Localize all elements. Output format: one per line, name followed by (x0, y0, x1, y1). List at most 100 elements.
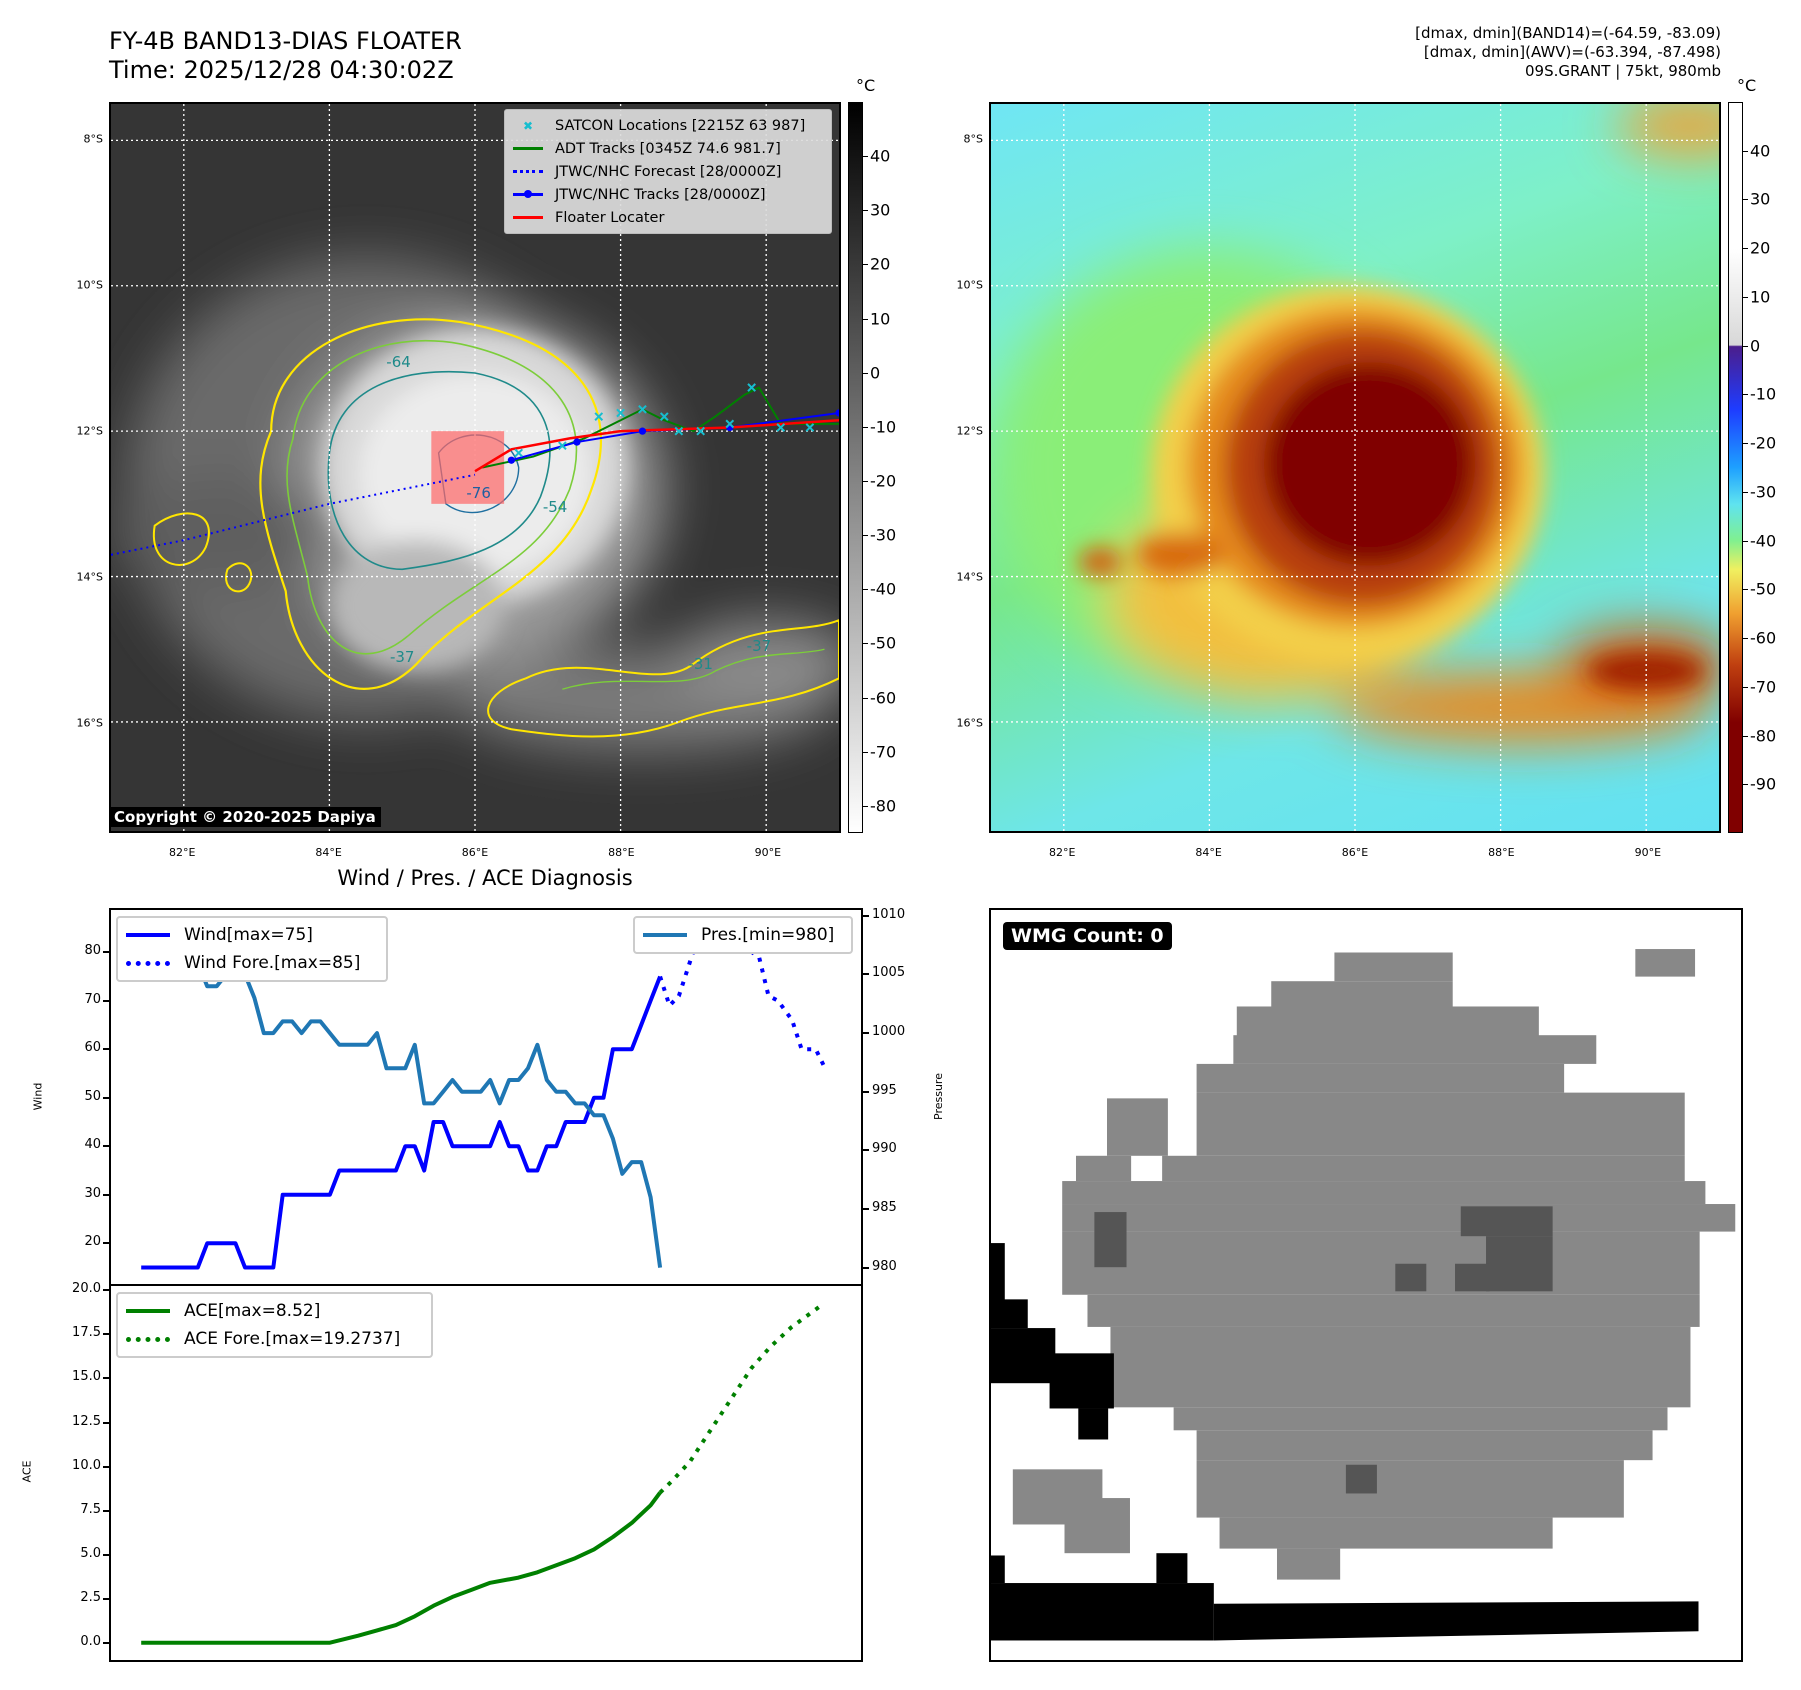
legend-label: SATCON Locations [2215Z 63 987] (555, 117, 806, 134)
ace-legend: ACE[max=8.52] ACE Fore.[max=19.2737] (116, 1292, 433, 1358)
satcon-marker (697, 428, 704, 435)
y2-tick-label: 1005 (872, 965, 906, 981)
colorbar-tick (1743, 296, 1748, 298)
lon-tick-label: 88°E (608, 846, 635, 859)
colorbar-tick (863, 372, 868, 374)
legend-swatch (511, 190, 545, 198)
y2-tick-label: 990 (872, 1141, 897, 1157)
legend-swatch (511, 216, 545, 219)
jtwc-track-marker (835, 409, 839, 417)
awv-color-map[interactable] (989, 102, 1721, 833)
y-tick-label: 80 (84, 943, 101, 959)
colorbar-tick (863, 535, 868, 537)
colorbar-tick (1743, 686, 1748, 688)
stats-awv: [dmax, dmin](AWV)=(-63.394, -87.498) (1423, 43, 1721, 61)
y-tick-label: 17.5 (72, 1325, 101, 1341)
legend-swatch-ace (126, 1309, 170, 1313)
colorbar-tick (863, 318, 868, 320)
lat-tick-label: 16°S (76, 716, 103, 730)
wmg-grid (991, 949, 1736, 1641)
satcon-marker (617, 409, 624, 416)
legend-item: Floater Locater (511, 206, 825, 229)
satcon-marker (661, 413, 668, 420)
ace-fore-series (658, 1301, 826, 1495)
storm-info: 09S.GRANT | 75kt, 980mb (1524, 62, 1721, 80)
colorbar-tick (863, 481, 868, 483)
y-tick-label: 15.0 (72, 1369, 101, 1385)
legend-swatch-wind-forecast (126, 960, 170, 966)
y-tick-label: 30 (84, 1185, 101, 1201)
lon-tick-label: 90°E (754, 846, 782, 859)
floater-track (475, 420, 839, 471)
legend-label: ADT Tracks [0345Z 74.6 981.7] (555, 140, 781, 157)
awv-colorbar (1728, 102, 1743, 833)
colorbar-tick-label: -50 (870, 633, 897, 653)
colorbar-tick-label: -70 (1750, 677, 1777, 697)
colorbar-tick-label: -40 (870, 579, 897, 599)
axis-tick (103, 1242, 109, 1245)
title-product: FY-4B BAND13-DIAS FLOATER (109, 27, 462, 55)
legend-swatch-wind (126, 933, 170, 937)
contour-label: -37 (389, 647, 415, 666)
axis-tick (863, 1266, 869, 1269)
wmg-panel (989, 908, 1743, 1662)
axis-tick (103, 1193, 109, 1196)
title-time: Time: 2025/12/28 04:30:02Z (109, 56, 454, 84)
colorbar-tick (1743, 638, 1748, 640)
figure-title: FY-4B BAND13-DIAS FLOATER Time: 2025/12/… (109, 27, 462, 85)
lat-tick-label: 14°S (956, 570, 983, 584)
legend-swatch-pressure (643, 933, 687, 937)
lat-tick-label: 10°S (956, 278, 983, 292)
lat-tick-label: 12°S (956, 424, 983, 438)
axis-tick (103, 1509, 109, 1512)
colorbar-tick (863, 805, 868, 807)
y-tick-label: 50 (84, 1088, 101, 1104)
legend-item: JTWC/NHC Tracks [28/0000Z] (511, 183, 825, 206)
colorbar-tick-label: 20 (1750, 238, 1771, 258)
colorbar-tick-label: -90 (1750, 774, 1777, 794)
lon-tick-label: 82°E (1048, 846, 1076, 859)
axis-tick (103, 1289, 109, 1292)
colorbar-tick (863, 643, 868, 645)
axis-tick (103, 1096, 109, 1099)
legend-label: Pres.[min=980] (701, 925, 835, 945)
colorbar-tick (1743, 784, 1748, 786)
legend-label: ACE Fore.[max=19.2737] (184, 1329, 401, 1349)
stats-band14: [dmax, dmin](BAND14)=(-64.59, -83.09) (1415, 24, 1721, 42)
colorbar-tick (863, 697, 868, 699)
contour-label: -64 (386, 353, 411, 372)
stats-header: [dmax, dmin](BAND14)=(-64.59, -83.09) [d… (1415, 24, 1721, 81)
y-tick-label: 20.0 (72, 1281, 101, 1297)
colorbar-tick-label: 30 (870, 200, 891, 220)
axis-tick (103, 1597, 109, 1600)
legend-item: ✖ SATCON Locations [2215Z 63 987] (511, 114, 825, 137)
pressure-legend: Pres.[min=980] (633, 916, 853, 954)
colorbar-tick (1743, 394, 1748, 396)
colorbar-tick-label: -60 (1750, 628, 1777, 648)
jtwc-track-marker (638, 427, 647, 435)
lon-tick-label: 84°E (315, 846, 342, 859)
y-tick-label: 10.0 (72, 1457, 101, 1473)
floater-box (431, 431, 505, 504)
colorbar-tick (863, 210, 868, 212)
colorbar-tick-label: -30 (1750, 482, 1777, 502)
wmg-dark-cells (1094, 1206, 1553, 1494)
y-tick-label: 12.5 (72, 1413, 101, 1429)
colorbar-tick-label: -40 (1750, 531, 1777, 551)
axis-tick (103, 1048, 109, 1051)
y2-tick-label: 1010 (872, 906, 906, 922)
axis-tick (863, 1032, 869, 1035)
jtwc-forecast-track (111, 475, 475, 555)
colorbar-tick (1743, 735, 1748, 737)
axis-tick (863, 914, 869, 917)
y-tick-label: 70 (84, 991, 101, 1007)
y-tick-label: 5.0 (80, 1545, 101, 1561)
colorbar-tick-label: -30 (870, 525, 897, 545)
pressure-axis-label: Pressure (931, 1073, 945, 1120)
copyright-label: Copyright © 2020-2025 Dapiya (109, 807, 381, 827)
axis-tick (103, 1145, 109, 1148)
ir-grayscale-map[interactable]: -64 -76 -54 -37 -31 -37 (109, 102, 841, 833)
axis-tick (103, 999, 109, 1002)
lon-tick-label: 90°E (1634, 846, 1662, 859)
lon-tick-label: 86°E (461, 846, 489, 859)
